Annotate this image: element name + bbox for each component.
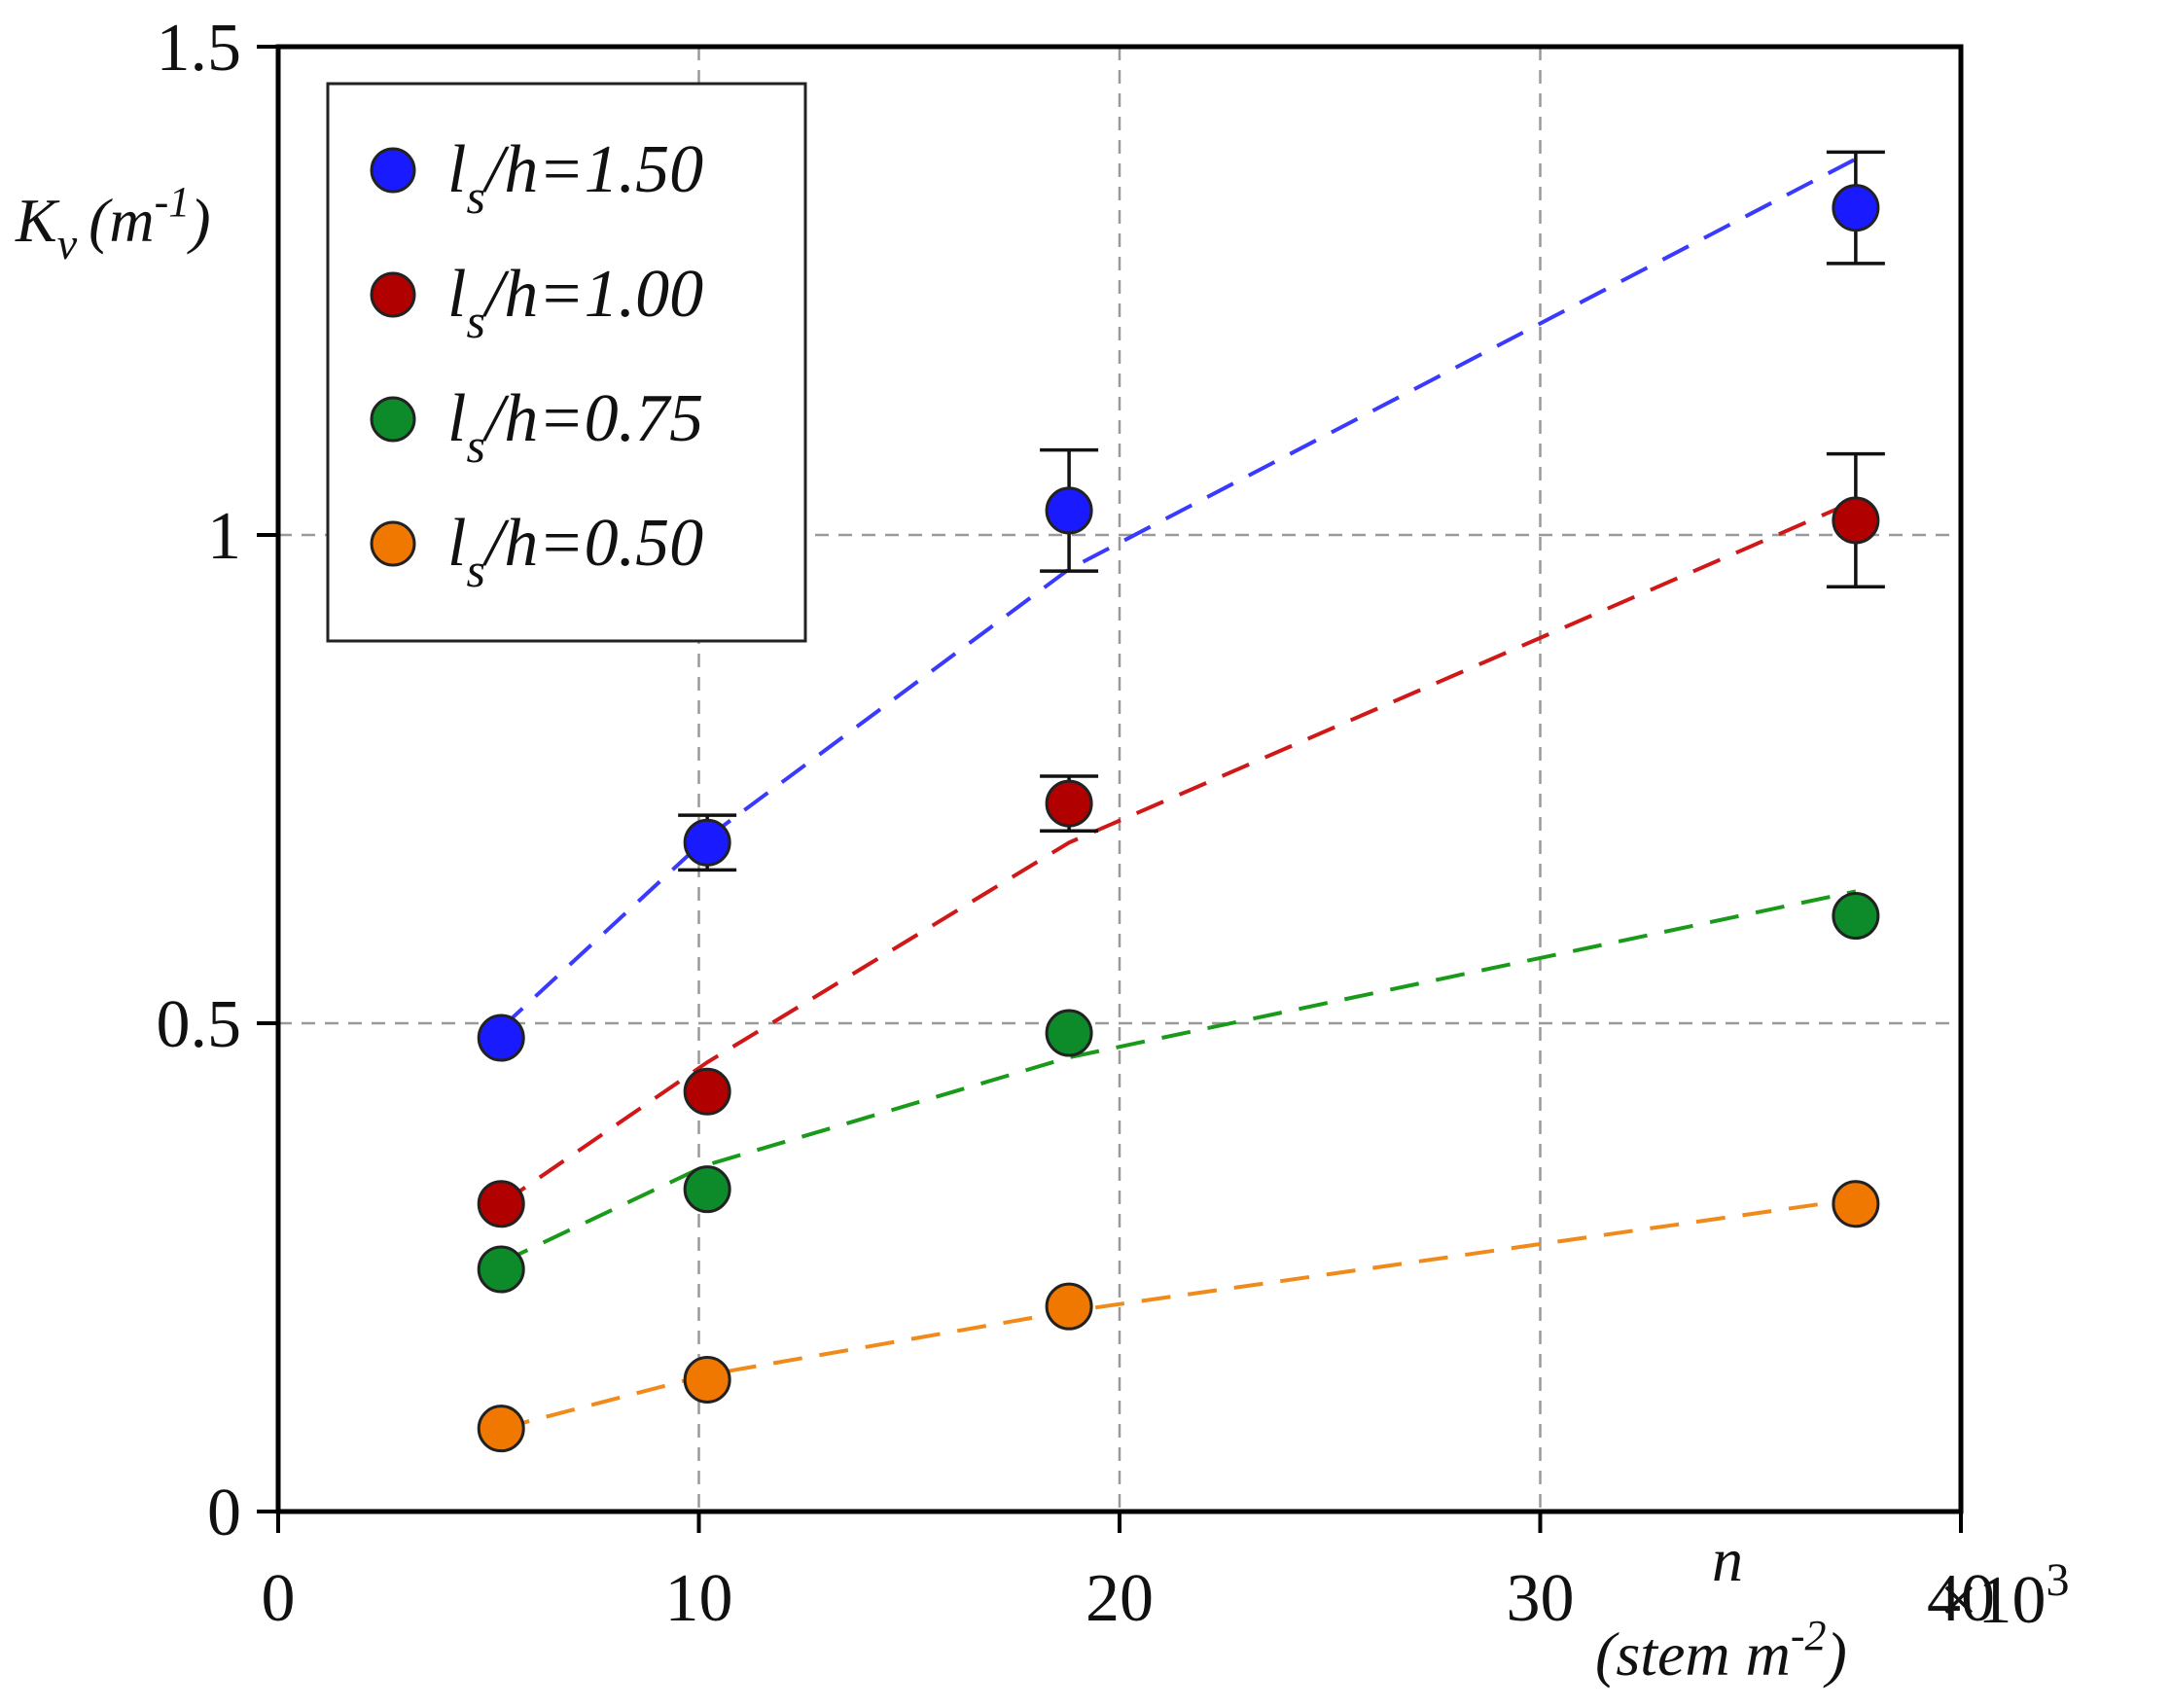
x-axis-multiplier-exp: 3: [2046, 1554, 2069, 1606]
data-point: [477, 1180, 525, 1228]
data-point: [1832, 892, 1880, 941]
legend-label: ls/h=0.75: [447, 381, 703, 473]
x-tick-label: 10: [665, 1561, 733, 1636]
legend-label-prefix: l: [447, 506, 466, 581]
fit-line: [500, 889, 1857, 1264]
y-tick-label: 1.5: [157, 11, 242, 86]
data-points: [477, 184, 1880, 1453]
y-tick-label: 0: [207, 1476, 241, 1550]
y-axis-label-symbol: K: [15, 186, 60, 255]
legend-label-suffix: /h=1.00: [481, 257, 703, 332]
error-bars: [678, 150, 1885, 872]
data-point: [1045, 1282, 1093, 1331]
legend-label-prefix: l: [447, 381, 466, 456]
legend-marker: [370, 520, 416, 567]
x-axis-unit-label: (stem m-2): [1595, 1612, 1847, 1689]
x-axis-label: n: [1712, 1525, 1743, 1594]
x-tick-label: 20: [1086, 1561, 1154, 1636]
x-axis-unit-text: (stem m: [1595, 1619, 1791, 1689]
y-axis-label-sub: v: [57, 219, 78, 268]
legend-label-suffix: /h=0.75: [481, 381, 703, 456]
legend-label-suffix: /h=0.50: [481, 506, 703, 581]
fit-lines: [499, 157, 1857, 1431]
legend-label-sub: s: [466, 418, 484, 473]
y-ticks: 0 0.5 1 1.5: [157, 11, 278, 1550]
data-point: [1045, 1009, 1093, 1057]
data-point: [683, 1067, 731, 1116]
data-point: [1045, 486, 1093, 535]
x-tick-label: 30: [1507, 1561, 1575, 1636]
x-tick-label: 0: [262, 1561, 296, 1636]
x-axis-multiplier: ×103: [1940, 1554, 2069, 1638]
legend-label-sub: s: [466, 294, 484, 348]
y-axis-label: Kv (m-1): [15, 178, 211, 268]
data-point: [683, 818, 731, 867]
x-axis-unit-exp: -2: [1791, 1612, 1827, 1659]
legend-label-sub: s: [466, 169, 484, 224]
y-axis-label-unit-close: ): [186, 186, 210, 255]
data-point: [1832, 184, 1880, 232]
x-ticks: 0 10 20 30 40: [262, 1512, 1995, 1636]
legend-label: ls/h=0.50: [447, 506, 703, 597]
data-point: [477, 1014, 525, 1062]
data-point: [1832, 496, 1880, 545]
legend-label-prefix: l: [447, 257, 466, 332]
legend-marker: [370, 396, 416, 443]
legend-marker: [370, 147, 416, 194]
y-tick-label: 1: [207, 499, 241, 574]
data-point: [477, 1245, 525, 1294]
data-point: [1045, 779, 1093, 828]
y-tick-label: 0.5: [157, 987, 242, 1062]
fit-line: [500, 1196, 1857, 1431]
data-point: [683, 1165, 731, 1214]
data-point: [683, 1355, 731, 1404]
legend-marker: [370, 271, 416, 318]
legend-label-prefix: l: [447, 132, 466, 207]
x-axis-unit-close: ): [1823, 1619, 1847, 1689]
legend-label: ls/h=1.50: [447, 132, 703, 224]
x-tick-label: 40: [1927, 1561, 1995, 1636]
y-axis-label-unit-exp: -1: [155, 178, 191, 226]
legend-label: ls/h=1.00: [447, 257, 703, 348]
fit-line: [499, 157, 1857, 1030]
y-axis-label-unit: (m: [89, 186, 155, 255]
data-point: [1832, 1180, 1880, 1228]
x-axis-multiplier-text: ×10: [1940, 1563, 2046, 1638]
data-point: [477, 1405, 525, 1453]
fit-line: [500, 499, 1857, 1206]
legend-label-suffix: /h=1.50: [481, 132, 703, 207]
legend-label-sub: s: [466, 543, 484, 597]
